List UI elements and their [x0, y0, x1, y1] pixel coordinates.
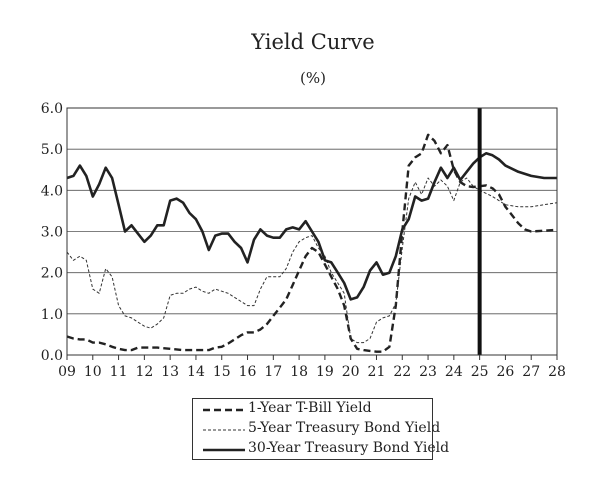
legend-swatch-solid: [203, 448, 245, 452]
chart-subtitle: (%): [300, 69, 326, 87]
yield-curve-chart: 0.0 1.0 2.0 3.0 4.0 5.0 6.0 09 10 11 12 13 14 15 16 17 1…: [41, 101, 566, 380]
chart-legend: 1-Year T-Bill Yield 5-Year Treasury Bond…: [192, 398, 449, 460]
x-tick-label-22: 22: [393, 364, 411, 380]
x-tick-label-14: 14: [187, 364, 205, 380]
plot-frame: [66, 107, 558, 356]
legend-label: 30-Year Treasury Bond Yield: [248, 440, 450, 456]
y-tick-label-2.0: 2.0: [41, 266, 63, 282]
legend-label: 5-Year Treasury Bond Yield: [248, 420, 441, 436]
x-tick-label-20: 20: [342, 364, 360, 380]
x-tick-label-13: 13: [161, 364, 179, 380]
series-line-5-year-bond: [66, 177, 558, 344]
series-line-30-year-bond: [66, 152, 557, 301]
y-tick-label-3.0: 3.0: [41, 225, 63, 241]
x-tick-label-17: 17: [264, 364, 282, 380]
x-tick-label-11: 11: [110, 364, 128, 380]
x-tick-label-16: 16: [239, 364, 257, 380]
x-tick-label-12: 12: [135, 364, 153, 380]
legend-swatch-dashed: [203, 408, 245, 412]
series-line-1-year-tbill: [66, 133, 558, 353]
x-tick-label-21: 21: [368, 364, 386, 380]
x-tick-label-19: 19: [316, 364, 334, 380]
legend-item-30-year-bond: 30-Year Treasury Bond Yield: [193, 439, 449, 459]
x-tick-label-24: 24: [445, 364, 463, 380]
y-tick-label-5.0: 5.0: [41, 142, 63, 158]
x-tick-label-23: 23: [419, 364, 437, 380]
x-tick-label-15: 15: [213, 364, 231, 380]
x-tick-label-26: 26: [497, 364, 515, 380]
legend-item-1-year-tbill: 1-Year T-Bill Yield: [193, 399, 432, 419]
x-tick-label-27: 27: [522, 364, 540, 380]
y-tick-label-6.0: 6.0: [41, 101, 63, 117]
y-tick-label-0.0: 0.0: [41, 348, 63, 364]
y-tick-label-1.0: 1.0: [41, 307, 63, 323]
legend-swatch-dotted: [203, 429, 245, 431]
x-tick-label-09: 09: [58, 364, 76, 380]
y-tick-label-4.0: 4.0: [41, 183, 63, 199]
chart-title: Yield Curve: [251, 30, 375, 54]
legend-item-5-year-bond: 5-Year Treasury Bond Yield: [193, 419, 440, 439]
legend-label: 1-Year T-Bill Yield: [248, 400, 372, 416]
x-tick-label-28: 28: [548, 364, 566, 380]
x-tick-label-25: 25: [471, 364, 489, 380]
x-tick-label-10: 10: [84, 364, 102, 380]
x-tick-label-18: 18: [290, 364, 308, 380]
